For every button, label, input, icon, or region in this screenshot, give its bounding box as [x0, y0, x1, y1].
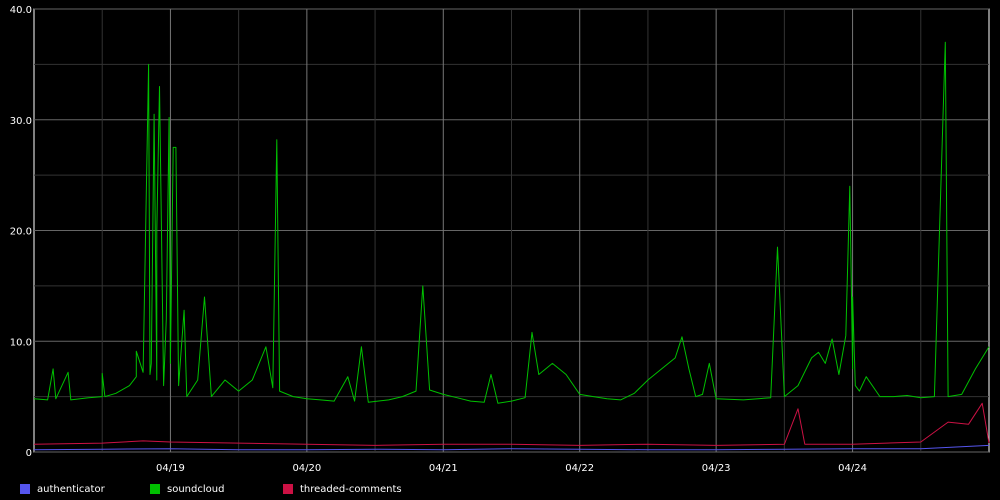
y-tick-label: 40.0 [10, 5, 32, 16]
y-tick-label: 10.0 [10, 337, 32, 348]
series-line-soundcloud [33, 41, 990, 404]
x-tick-label: 04/23 [702, 463, 731, 474]
legend-label-threaded-comments: threaded-comments [300, 483, 402, 495]
y-tick-label: 20.0 [10, 227, 32, 238]
chart-canvas: 010.020.030.040.0 04/19 04/20 04/21 04/22 04… [10, 5, 990, 474]
legend-swatch-soundcloud [150, 484, 160, 494]
legend-item-soundcloud: soundcloud [150, 484, 283, 495]
y-tick-label: 30.0 [10, 116, 32, 127]
chart-series [33, 41, 990, 451]
x-axis-labels: 04/19 04/20 04/21 04/22 04/23 04/24 [156, 463, 867, 474]
legend-label-soundcloud: soundcloud [167, 483, 225, 495]
x-tick-label: 04/24 [838, 463, 867, 474]
legend-item-threaded-comments: threaded-comments [283, 484, 402, 495]
legend-label-authenticator: authenticator [37, 483, 105, 495]
legend-swatch-authenticator [20, 484, 30, 494]
chart-legend: authenticator soundcloud threaded-commen… [20, 482, 402, 496]
x-tick-label: 04/20 [292, 463, 321, 474]
chart-grid [34, 8, 989, 453]
x-tick-label: 04/22 [565, 463, 594, 474]
legend-swatch-threaded-comments [283, 484, 293, 494]
series-line-threaded-comments [33, 402, 990, 446]
y-axis-labels: 0 10.0 20.0 30.0 40.0 [10, 5, 32, 459]
legend-item-authenticator: authenticator [20, 484, 150, 495]
series-line-authenticator [33, 444, 990, 451]
x-tick-label: 04/21 [429, 463, 458, 474]
y-tick-label: 0 [26, 448, 32, 459]
x-tick-label: 04/19 [156, 463, 185, 474]
